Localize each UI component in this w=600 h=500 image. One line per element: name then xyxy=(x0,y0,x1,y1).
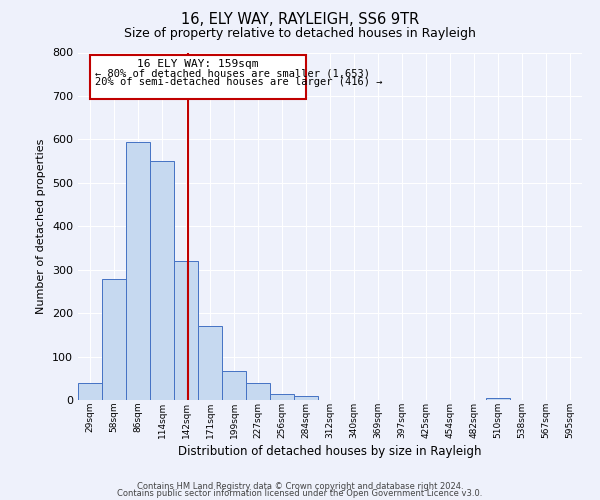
Bar xyxy=(126,142,150,400)
Bar xyxy=(102,279,126,400)
Text: 16, ELY WAY, RAYLEIGH, SS6 9TR: 16, ELY WAY, RAYLEIGH, SS6 9TR xyxy=(181,12,419,28)
Bar xyxy=(174,261,198,400)
FancyBboxPatch shape xyxy=(90,54,306,99)
Text: 20% of semi-detached houses are larger (416) →: 20% of semi-detached houses are larger (… xyxy=(95,78,382,88)
Text: ← 80% of detached houses are smaller (1,653): ← 80% of detached houses are smaller (1,… xyxy=(95,68,370,78)
Bar xyxy=(222,371,246,400)
Bar xyxy=(246,384,270,400)
Bar xyxy=(78,384,102,400)
Text: Contains HM Land Registry data © Crown copyright and database right 2024.: Contains HM Land Registry data © Crown c… xyxy=(137,482,463,491)
Text: Size of property relative to detached houses in Rayleigh: Size of property relative to detached ho… xyxy=(124,28,476,40)
Y-axis label: Number of detached properties: Number of detached properties xyxy=(37,138,46,314)
Bar xyxy=(294,396,318,400)
Bar xyxy=(150,160,174,400)
Bar xyxy=(198,326,222,400)
Bar xyxy=(486,398,510,400)
Text: Contains public sector information licensed under the Open Government Licence v3: Contains public sector information licen… xyxy=(118,489,482,498)
Text: 16 ELY WAY: 159sqm: 16 ELY WAY: 159sqm xyxy=(137,59,259,69)
Bar xyxy=(270,394,294,400)
X-axis label: Distribution of detached houses by size in Rayleigh: Distribution of detached houses by size … xyxy=(178,444,482,458)
